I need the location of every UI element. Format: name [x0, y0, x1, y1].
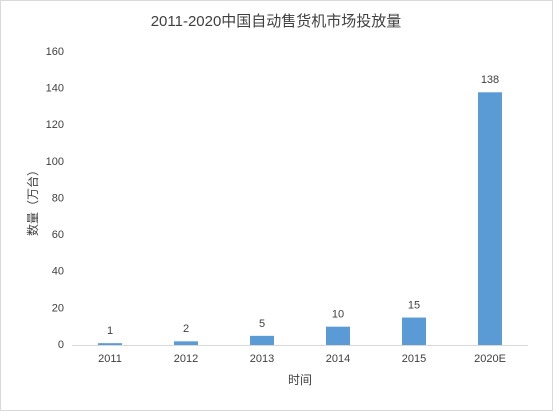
data-label: 15: [408, 299, 420, 311]
data-label: 2: [183, 323, 189, 335]
bar: [250, 335, 274, 345]
data-label: 1: [107, 325, 113, 337]
x-tick-label: 2014: [326, 353, 350, 365]
y-tick-label: 120: [46, 119, 64, 131]
x-tick-label: 2011: [98, 353, 122, 365]
data-label: 138: [481, 74, 499, 86]
bar: [174, 341, 198, 345]
y-tick-label: 160: [46, 46, 64, 58]
y-tick-label: 40: [52, 266, 64, 278]
bar: [478, 92, 502, 345]
bar: [326, 326, 350, 345]
y-tick-label: 80: [52, 192, 64, 204]
y-tick-label: 100: [46, 156, 64, 168]
chart-title: 2011-2020中国自动售货机市场投放量: [151, 13, 402, 30]
bar: [98, 343, 122, 345]
x-axis-title: 时间: [288, 373, 312, 387]
x-tick-label: 2012: [174, 353, 198, 365]
y-tick-label: 60: [52, 229, 64, 241]
data-label: 5: [259, 318, 265, 330]
y-axis-title: 数量（万台）: [25, 164, 40, 236]
x-tick-label: 2020E: [474, 353, 506, 365]
x-tick-label: 2013: [250, 353, 274, 365]
y-tick-label: 20: [52, 302, 64, 314]
x-tick-label: 2015: [402, 353, 426, 365]
data-label: 10: [332, 309, 344, 321]
y-tick-label: 0: [58, 339, 64, 351]
y-tick-label: 140: [46, 83, 64, 95]
bar: [402, 317, 426, 345]
